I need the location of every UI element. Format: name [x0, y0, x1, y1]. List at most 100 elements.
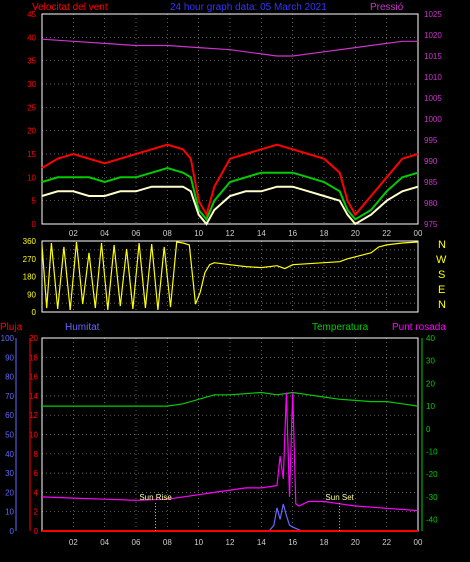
direction-tick-label: 360 [23, 237, 37, 246]
temperature-tick-label: -10 [426, 448, 438, 457]
time-tick-label: 16 [288, 538, 297, 547]
humidity-tick-label: 70 [5, 392, 14, 401]
temperature-axis-label: Temperatura [312, 322, 369, 333]
series-dewpoint [41, 392, 419, 512]
direction-label-east: E [438, 284, 445, 296]
wind-speed-tick-label: 25 [27, 103, 36, 112]
rain-tick-label: 6 [34, 469, 39, 478]
time-tick-label: 04 [100, 538, 109, 547]
series-gust [41, 143, 419, 218]
direction-label-south: S [438, 269, 445, 281]
time-tick-label: 08 [163, 229, 172, 238]
time-tick-label: 10 [194, 229, 203, 238]
wind-speed-tick-label: 30 [27, 80, 36, 89]
temperature-tick-label: -30 [426, 493, 438, 502]
humidity-tick-label: 10 [5, 508, 14, 517]
time-tick-label: 20 [351, 538, 360, 547]
wind-speed-axis-label: Velocitat del vent [32, 2, 108, 13]
pressure-tick-label: 1000 [424, 115, 442, 124]
series-speed [41, 166, 419, 222]
pressure-tick-label: 985 [424, 178, 438, 187]
temperature-tick-label: 20 [426, 379, 435, 388]
pressure-tick-label: 990 [424, 157, 438, 166]
time-tick-label: 20 [351, 229, 360, 238]
rain-tick-label: 4 [34, 488, 39, 497]
time-tick-label: 14 [257, 229, 266, 238]
temperature-tick-label: 30 [426, 357, 435, 366]
pressure-tick-label: 980 [424, 199, 438, 208]
time-tick-label: 06 [132, 538, 141, 547]
time-tick-label: 12 [226, 229, 235, 238]
rain-tick-label: 0 [34, 527, 39, 536]
pressure-tick-label: 1025 [424, 10, 442, 19]
direction-tick-label: 90 [27, 290, 36, 299]
wind-chart-frame [41, 13, 419, 225]
rain-tick-label: 2 [34, 508, 39, 517]
direction-label-west: W [436, 254, 447, 266]
direction-label-north-top: N [438, 239, 446, 251]
temperature-tick-label: -20 [426, 470, 438, 479]
time-tick-label: 02 [69, 229, 78, 238]
direction-label-north-bottom: N [438, 299, 446, 311]
humidity-tick-label: 0 [10, 527, 15, 536]
series-average [41, 185, 419, 226]
time-tick-label: 18 [320, 538, 329, 547]
rain-tick-label: 20 [29, 334, 38, 343]
wind-speed-tick-label: 5 [32, 197, 37, 206]
direction-tick-label: 0 [32, 308, 37, 317]
time-tick-label: 08 [163, 538, 172, 547]
time-tick-label: 22 [382, 229, 391, 238]
series-temperature [42, 391, 419, 407]
dewpoint-axis-label: Punt rosada [392, 322, 446, 333]
pressure-tick-label: 1010 [424, 73, 442, 82]
wind-speed-tick-label: 0 [32, 220, 37, 229]
time-tick-label: 10 [194, 538, 203, 547]
humidity-tick-label: 100 [1, 334, 15, 343]
direction-tick-label: 270 [23, 255, 37, 264]
series-humidity [42, 503, 418, 532]
rain-tick-label: 10 [29, 431, 38, 440]
pressure-tick-label: 1015 [424, 52, 442, 61]
wind-speed-tick-label: 15 [27, 150, 36, 159]
rain-tick-label: 12 [29, 411, 38, 420]
temperature-tick-label: 0 [426, 425, 431, 434]
rain-tick-label: 16 [29, 373, 38, 382]
rain-tick-label: 18 [29, 353, 38, 362]
wind-speed-tick-label: 45 [27, 10, 36, 19]
time-tick-label: 14 [257, 538, 266, 547]
series-direction [41, 241, 419, 311]
rain-tick-label: 14 [29, 392, 38, 401]
chart-title: 24 hour graph data: 05 March 2021 [170, 2, 327, 13]
pressure-tick-label: 995 [424, 136, 438, 145]
temperature-tick-label: -40 [426, 516, 438, 525]
series-pressure [41, 38, 418, 57]
sun-event-label: Sun Rise [139, 493, 172, 502]
time-tick-label: 00 [414, 229, 423, 238]
wind-speed-tick-label: 20 [27, 127, 36, 136]
time-tick-label: 00 [414, 538, 423, 547]
humidity-tick-label: 20 [5, 488, 14, 497]
pressure-tick-label: 1020 [424, 31, 442, 40]
sun-event-label: Sun Set [325, 493, 354, 502]
humidity-tick-label: 30 [5, 469, 14, 478]
time-tick-label: 04 [100, 229, 109, 238]
humidity-tick-label: 50 [5, 431, 14, 440]
pressure-tick-label: 975 [424, 220, 438, 229]
time-tick-label: 22 [382, 538, 391, 547]
humidity-tick-label: 90 [5, 353, 14, 362]
humidity-tick-label: 60 [5, 411, 14, 420]
time-tick-label: 16 [288, 229, 297, 238]
wind-speed-tick-label: 35 [27, 57, 36, 66]
pressure-tick-label: 1005 [424, 94, 442, 103]
time-tick-label: 02 [69, 538, 78, 547]
humidity-axis-label: Humitat [65, 322, 100, 333]
pressure-axis-label: Pressió [370, 2, 404, 13]
temperature-tick-label: 40 [426, 334, 435, 343]
rain-tick-label: 8 [34, 450, 39, 459]
wind-speed-tick-label: 10 [27, 173, 36, 182]
time-tick-label: 12 [226, 538, 235, 547]
direction-chart-frame [41, 240, 419, 313]
humidity-tick-label: 40 [5, 450, 14, 459]
rain-axis-label: Pluja [0, 322, 23, 333]
